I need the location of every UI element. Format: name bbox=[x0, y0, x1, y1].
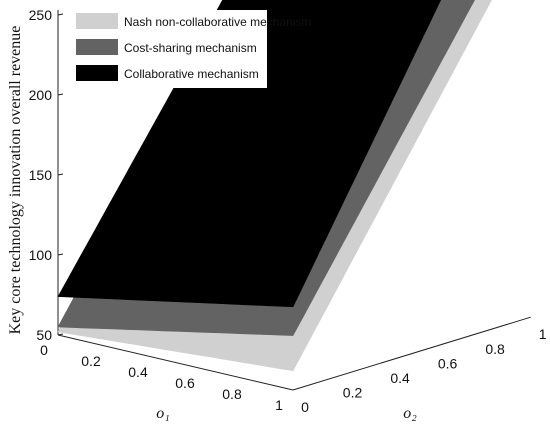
z-tick-mark bbox=[57, 173, 64, 176]
surface-patch bbox=[280, 345, 306, 372]
z-tick-mark bbox=[57, 253, 64, 256]
z-tick-label: 50 bbox=[36, 327, 52, 343]
y-tick-label: 1 bbox=[539, 326, 547, 342]
surface-collaborative-mechanism bbox=[57, 0, 442, 308]
z-tick-label: 200 bbox=[29, 87, 53, 103]
legend-label-nash: Nash non-collaborative mechanism bbox=[124, 15, 311, 29]
surface-patch bbox=[280, 312, 306, 336]
x-tick-label: 0.2 bbox=[81, 353, 101, 369]
y-tick-label: 0.4 bbox=[390, 370, 410, 386]
x-tick-label: 1 bbox=[275, 397, 283, 413]
legend-label-collaborative: Collaborative mechanism bbox=[124, 67, 259, 81]
legend-swatch-collaborative bbox=[76, 65, 118, 81]
y-tick-label: 0.2 bbox=[343, 384, 363, 400]
z-axis-title: Key core technology innovation overall r… bbox=[7, 26, 24, 335]
legend: Nash non-collaborative mechanism Cost-sh… bbox=[72, 10, 311, 88]
surfaces bbox=[57, 0, 492, 372]
y-tick-label: 0.6 bbox=[438, 355, 458, 371]
x-axis-line bbox=[57, 334, 294, 391]
z-tick-mark bbox=[57, 333, 64, 336]
x-axis-title: o₁ bbox=[156, 405, 170, 422]
axes bbox=[57, 10, 531, 391]
z-tick-label: 100 bbox=[29, 247, 53, 263]
z-tick-mark bbox=[57, 13, 64, 16]
y-tick-label: 0 bbox=[301, 399, 309, 415]
x-tick-label: 0 bbox=[40, 342, 48, 358]
tick-labels: 50 100 150 200 250 0 0.2 0.4 0.6 0.8 1 0 0.2 0.4 0.6 0.… bbox=[29, 7, 547, 415]
x-tick-label: 0.6 bbox=[175, 375, 195, 391]
z-tick-label: 150 bbox=[29, 167, 53, 183]
legend-swatch-nash bbox=[76, 13, 118, 29]
y-axis-title: o₂ bbox=[403, 405, 417, 422]
surface-patch bbox=[280, 280, 306, 308]
z-tick-label: 250 bbox=[29, 7, 53, 23]
y-tick-label: 0.8 bbox=[485, 341, 505, 357]
z-tick-mark bbox=[57, 93, 64, 96]
y-axis-line bbox=[292, 316, 531, 391]
x-tick-label: 0.8 bbox=[222, 386, 242, 402]
legend-swatch-cost-sharing bbox=[76, 39, 118, 55]
legend-label-cost-sharing: Cost-sharing mechanism bbox=[124, 41, 257, 55]
x-tick-label: 0.4 bbox=[128, 364, 148, 380]
